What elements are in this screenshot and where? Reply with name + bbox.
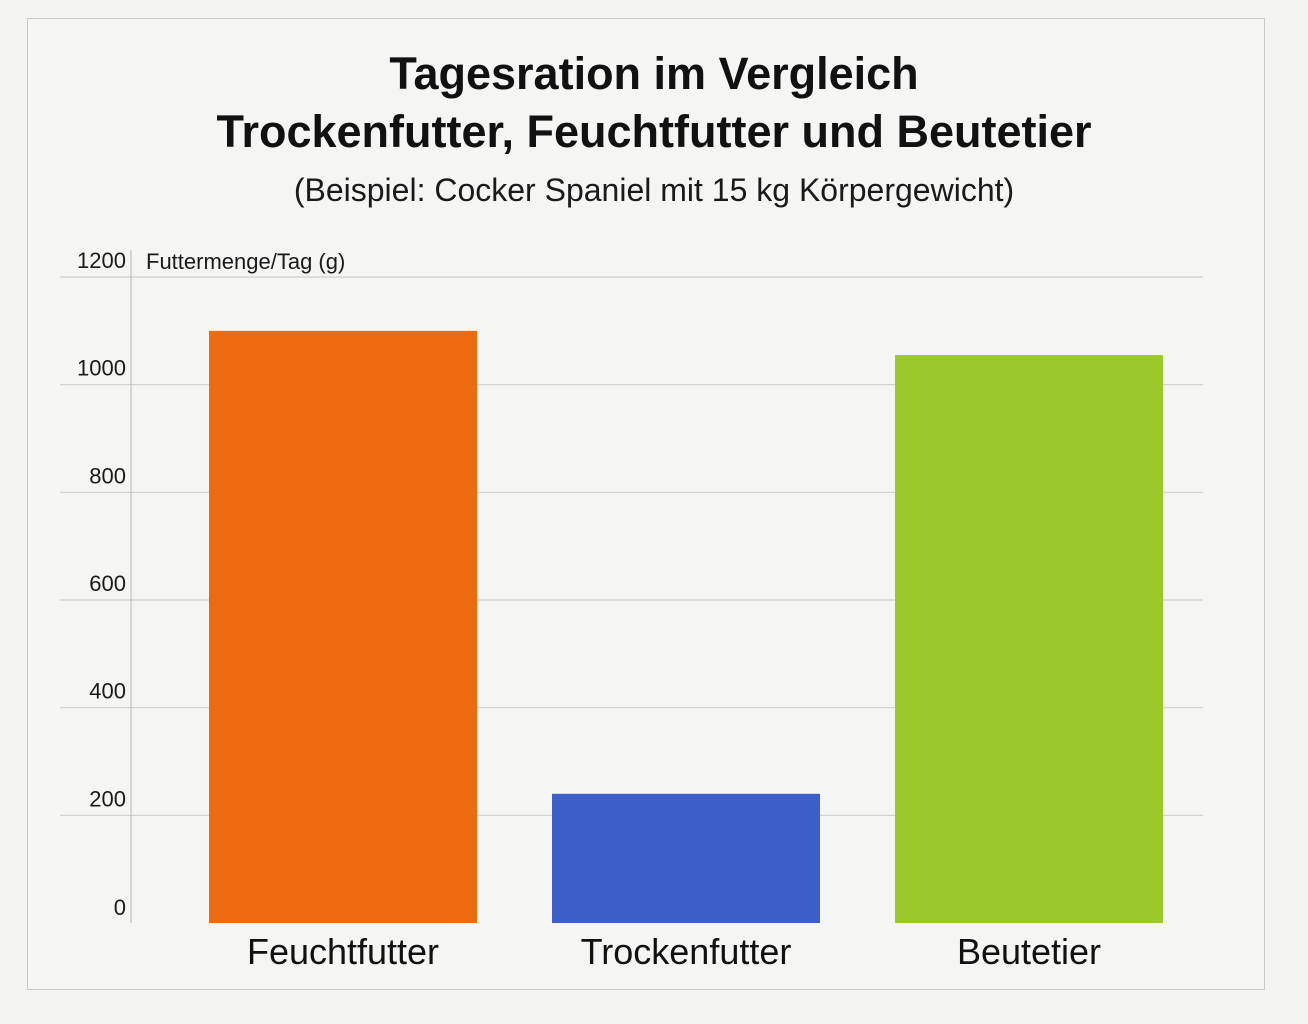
x-category-label-trockenfutter: Trockenfutter [581,931,792,972]
bar-beutetier [895,355,1163,923]
bar-trockenfutter [552,793,820,923]
y-tick-label-1000: 1000 [77,356,126,381]
y-tick-label-800: 800 [89,463,126,488]
x-category-label-feuchtfutter: Feuchtfutter [247,931,439,972]
y-tick-label-1200: 1200 [77,248,126,273]
x-category-label-beutetier: Beutetier [957,931,1101,972]
y-tick-label-600: 600 [89,571,126,596]
y-tick-label-400: 400 [89,679,126,704]
bars [209,330,1163,923]
y-axis-label: Futtermenge/Tag (g) [146,249,345,274]
y-tick-label-200: 200 [89,786,126,811]
chart-subtitle: (Beispiel: Cocker Spaniel mit 15 kg Körp… [293,172,1015,208]
y-tick-labels: 0 200 400 600 800 1000 1200 [77,248,126,920]
x-category-labels: Feuchtfutter Trockenfutter Beutetier [247,931,1101,972]
chart-title: Tagesration im Vergleich [389,48,919,99]
chart-title-line-2: Trockenfutter, Feuchtfutter und Beutetie… [216,106,1092,157]
bar-feuchtfutter [209,330,477,923]
y-tick-label-0: 0 [114,895,126,920]
